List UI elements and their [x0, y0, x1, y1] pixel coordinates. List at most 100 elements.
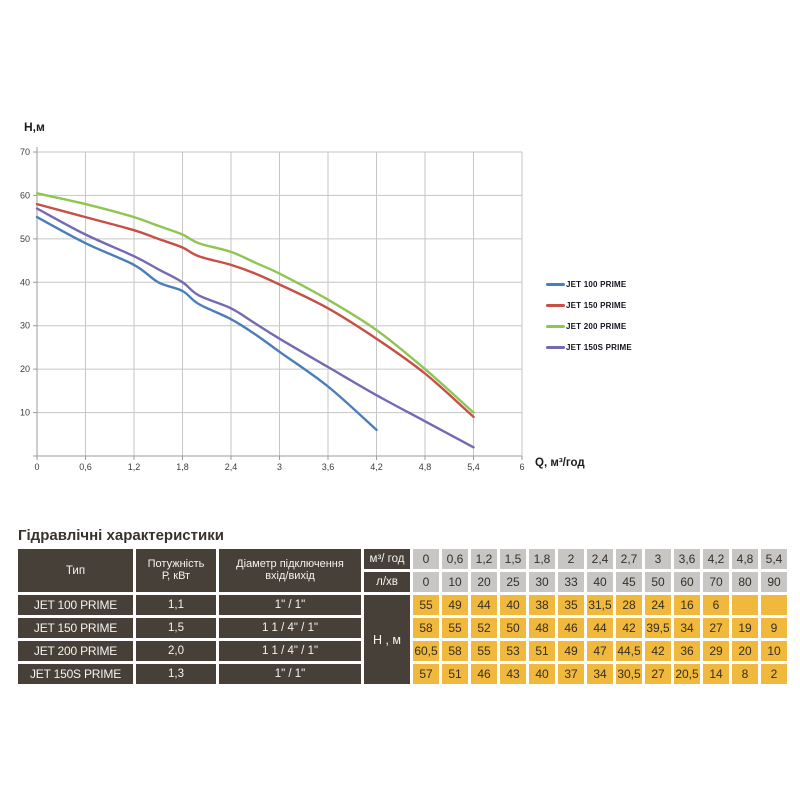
head-value-cell: 19	[732, 618, 758, 638]
flow-l-header-value: 40	[587, 572, 613, 592]
head-value-cell: 20	[732, 641, 758, 661]
legend-label: JET 200 PRIME	[566, 322, 627, 331]
row-power: 2,0	[136, 641, 216, 661]
chart-legend: JET 100 PRIME JET 150 PRIME JET 200 PRIME J…	[546, 274, 632, 358]
axis-tick-label: 1,8	[176, 462, 189, 472]
head-value-cell: 49	[442, 595, 468, 615]
legend-line-swatch	[546, 346, 565, 349]
axis-tick-label: 20	[20, 364, 30, 374]
head-value-cell: 44	[587, 618, 613, 638]
legend-item: JET 150 PRIME	[546, 295, 632, 316]
header-diameter-line: вхід/вихід	[265, 569, 315, 582]
axis-tick-label: 5,4	[467, 462, 480, 472]
header-flow-m3: м³/ год	[364, 549, 410, 569]
x-axis-title: Q, м³/год	[535, 457, 585, 469]
head-value-cell: 37	[558, 664, 584, 684]
legend-line-swatch	[546, 304, 565, 307]
legend-item: JET 100 PRIME	[546, 274, 632, 295]
row-diameter: 1" / 1"	[219, 664, 361, 684]
axis-tick-label: 4,8	[419, 462, 432, 472]
header-power-line: Р, кВт	[161, 569, 191, 582]
header-power: Потужність Р, кВт	[136, 549, 216, 592]
flow-m3-header-value: 2,4	[587, 549, 613, 569]
table-title: Гідравлічні характеристики	[18, 527, 224, 544]
flow-l-header-value: 70	[703, 572, 729, 592]
head-value-cell: 47	[587, 641, 613, 661]
flow-m3-header-value: 4,8	[732, 549, 758, 569]
head-value-cell: 50	[500, 618, 526, 638]
flow-m3-header-value: 0	[413, 549, 439, 569]
row-diameter: 1 1 / 4" / 1"	[219, 641, 361, 661]
axis-tick-label: 0,6	[79, 462, 92, 472]
flow-l-header-value: 45	[616, 572, 642, 592]
legend-item: JET 200 PRIME	[546, 316, 632, 337]
row-power: 1,5	[136, 618, 216, 638]
head-value-cell: 39,5	[645, 618, 671, 638]
flow-m3-header-value: 3,6	[674, 549, 700, 569]
axis-tick-label: 50	[20, 234, 30, 244]
head-value-cell: 58	[442, 641, 468, 661]
legend-line-swatch	[546, 325, 565, 328]
head-value-cell: 60,5	[413, 641, 439, 661]
chart-canvas: 0 0,6 1,2 1,8 2,4 3 3,6 4,2 4,8 5,4 6 70 60 50 40 30 20 1…	[20, 147, 525, 472]
head-value-cell: 27	[645, 664, 671, 684]
flow-m3-header-value: 5,4	[761, 549, 787, 569]
head-value-cell: 42	[616, 618, 642, 638]
row-power: 1,1	[136, 595, 216, 615]
head-value-cell: 6	[703, 595, 729, 615]
header-flow-l: л/хв	[364, 572, 410, 592]
head-value-cell: 48	[529, 618, 555, 638]
flow-m3-header-value: 0,6	[442, 549, 468, 569]
head-value-cell: 29	[703, 641, 729, 661]
flow-l-header-value: 25	[500, 572, 526, 592]
row-diameter: 1" / 1"	[219, 595, 361, 615]
flow-m3-header-value: 1,8	[529, 549, 555, 569]
head-value-cell: 46	[558, 618, 584, 638]
head-value-cell: 27	[703, 618, 729, 638]
head-value-cell: 2	[761, 664, 787, 684]
head-value-cell: 16	[674, 595, 700, 615]
head-value-cell: 49	[558, 641, 584, 661]
legend-label: JET 150S PRIME	[566, 343, 632, 352]
head-value-cell: 20,5	[674, 664, 700, 684]
header-head: Н , м	[364, 595, 410, 684]
y-axis-title: Н,м	[24, 120, 45, 134]
head-value-cell: 38	[529, 595, 555, 615]
axis-tick-label: 6	[519, 462, 524, 472]
head-value-cell: 40	[500, 595, 526, 615]
head-value-cell: 55	[413, 595, 439, 615]
flow-l-header-value: 30	[529, 572, 555, 592]
row-type-jet-200-prime: JET 200 PRIME	[18, 641, 133, 661]
axis-tick-label: 70	[20, 147, 30, 157]
row-type-jet-150-prime: JET 150 PRIME	[18, 618, 133, 638]
axis-tick-label: 3,6	[322, 462, 335, 472]
head-value-cell: 53	[500, 641, 526, 661]
head-value-cell: 40	[529, 664, 555, 684]
legend-item: JET 150S PRIME	[546, 337, 632, 358]
legend-line-swatch	[546, 283, 565, 286]
axis-tick-label: 60	[20, 190, 30, 200]
head-value-cell: 57	[413, 664, 439, 684]
flow-l-header-value: 60	[674, 572, 700, 592]
flow-l-header-value: 90	[761, 572, 787, 592]
head-value-cell: 44	[471, 595, 497, 615]
head-value-cell	[761, 595, 787, 615]
axis-tick-label: 40	[20, 277, 30, 287]
row-type-jet-100-prime: JET 100 PRIME	[18, 595, 133, 615]
head-value-cell: 28	[616, 595, 642, 615]
head-value-cell: 42	[645, 641, 671, 661]
head-value-cell: 36	[674, 641, 700, 661]
head-value-cell: 55	[471, 641, 497, 661]
legend-label: JET 100 PRIME	[566, 280, 627, 289]
flow-l-header-value: 0	[413, 572, 439, 592]
flow-m3-header-value: 3	[645, 549, 671, 569]
head-value-cell: 10	[761, 641, 787, 661]
axis-tick-label: 4,2	[370, 462, 383, 472]
axis-tick-label: 2,4	[225, 462, 238, 472]
head-value-cell: 52	[471, 618, 497, 638]
flow-l-header-value: 10	[442, 572, 468, 592]
series-curve-jet-150s-prime	[35, 207, 475, 449]
header-diameter-line: Діаметр підключення	[236, 557, 344, 570]
axis-tick-label: 3	[277, 462, 282, 472]
